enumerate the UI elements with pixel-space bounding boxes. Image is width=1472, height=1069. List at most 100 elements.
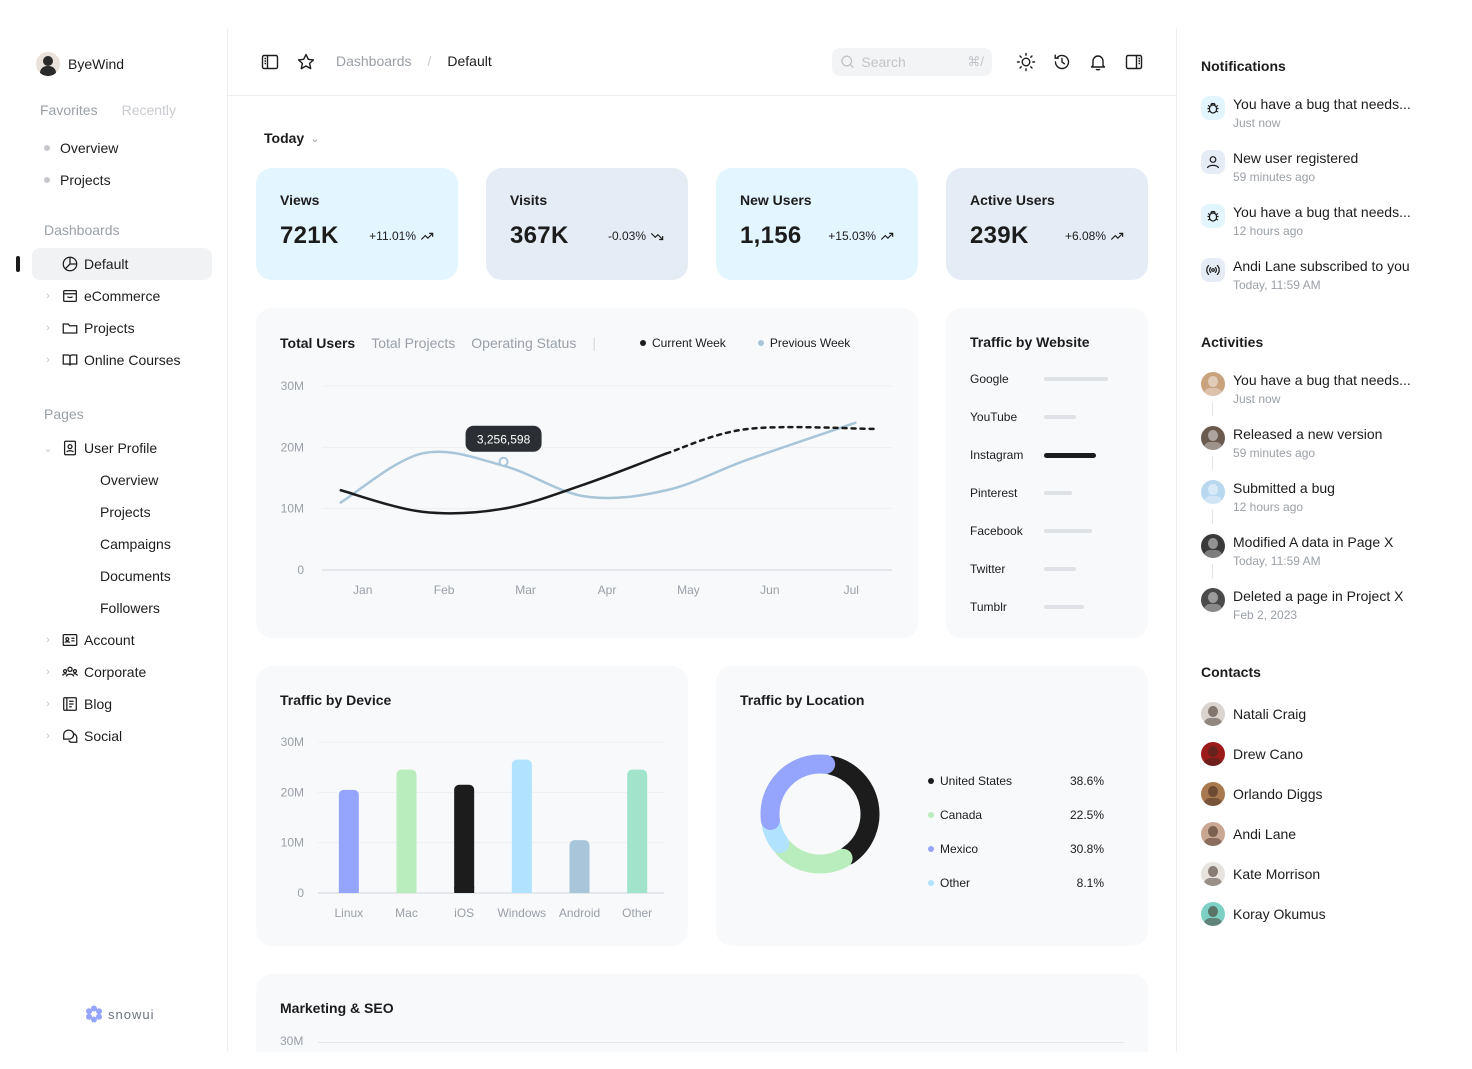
chevron-down-icon: ⌄ bbox=[43, 442, 53, 455]
folder-icon bbox=[60, 318, 80, 338]
sidebar-item-online-courses[interactable]: › Online Courses bbox=[32, 344, 212, 376]
sidebar-item-label: eCommerce bbox=[84, 288, 161, 304]
period-selector[interactable]: Today ⌄ bbox=[264, 130, 319, 146]
bar-linux[interactable] bbox=[338, 789, 359, 893]
sidebar-subitem-documents[interactable]: Documents bbox=[100, 568, 171, 584]
trend-up-icon bbox=[420, 232, 434, 240]
sidebar-item-label: User Profile bbox=[84, 440, 158, 456]
contact-item[interactable]: Kate Morrison bbox=[1201, 862, 1320, 886]
notification-item[interactable]: You have a bug that needs... Just now bbox=[1201, 96, 1441, 130]
donut-slice-united-states[interactable] bbox=[822, 755, 880, 865]
website-bar bbox=[1044, 415, 1076, 419]
activity-item[interactable]: Deleted a page in Project X Feb 2, 2023 bbox=[1201, 588, 1441, 622]
breadcrumb-dashboards[interactable]: Dashboards bbox=[336, 53, 412, 69]
x-axis-tick: Mar bbox=[515, 583, 536, 597]
bar-android[interactable] bbox=[569, 840, 590, 893]
bar-other[interactable] bbox=[627, 769, 648, 893]
bar-base bbox=[511, 887, 532, 893]
right-panel-toggle-icon[interactable] bbox=[1122, 50, 1146, 74]
legend-dot bbox=[757, 340, 764, 346]
book-open-icon bbox=[60, 350, 80, 370]
sidebar-subitem-projects[interactable]: Projects bbox=[100, 504, 151, 520]
sun-icon[interactable] bbox=[1014, 50, 1038, 74]
kpi-card-visits[interactable]: Visits 367K -0.03% bbox=[486, 168, 688, 280]
activity-item[interactable]: You have a bug that needs... Just now bbox=[1201, 372, 1441, 406]
tooltip-point[interactable] bbox=[498, 456, 509, 467]
sidebar-item-social[interactable]: › Social bbox=[32, 720, 212, 752]
bar-ios[interactable] bbox=[454, 784, 475, 893]
website-bar bbox=[1044, 491, 1072, 495]
notification-item[interactable]: Andi Lane subscribed to you Today, 11:59 … bbox=[1201, 258, 1441, 292]
total-users-card: Total Users Total Projects Operating Sta… bbox=[256, 308, 918, 638]
legend-dot bbox=[928, 812, 934, 818]
contact-item[interactable]: Andi Lane bbox=[1201, 822, 1296, 846]
website-label: Twitter bbox=[970, 562, 1006, 576]
notification-item[interactable]: You have a bug that needs... 12 hours ago bbox=[1201, 204, 1441, 238]
activity-item[interactable]: Modified A data in Page X Today, 11:59 AM bbox=[1201, 534, 1441, 568]
tab-total-users[interactable]: Total Users bbox=[280, 335, 356, 351]
contact-item[interactable]: Orlando Diggs bbox=[1201, 782, 1323, 806]
history-icon[interactable] bbox=[1050, 50, 1074, 74]
sidebar-subitem-followers[interactable]: Followers bbox=[100, 600, 160, 616]
tab-recently[interactable]: Recently bbox=[121, 102, 177, 118]
sidebar-item-user-profile[interactable]: ⌄ User Profile bbox=[32, 432, 212, 464]
bar-mac[interactable] bbox=[396, 769, 417, 893]
breadcrumb-default[interactable]: Default bbox=[447, 53, 492, 69]
card-title: Marketing & SEO bbox=[280, 1000, 394, 1016]
contact-item[interactable]: Koray Okumus bbox=[1201, 902, 1326, 926]
sidebar-item-blog[interactable]: › Blog bbox=[32, 688, 212, 720]
tab-operating-status[interactable]: Operating Status bbox=[471, 335, 577, 351]
timeline-connector bbox=[1212, 402, 1213, 416]
activity-time: Today, 11:59 AM bbox=[1233, 554, 1321, 568]
kpi-card-views[interactable]: Views 721K +11.01% bbox=[256, 168, 458, 280]
tab-total-projects[interactable]: Total Projects bbox=[371, 335, 456, 351]
sidebar-item-ecommerce[interactable]: › eCommerce bbox=[32, 280, 212, 312]
sidebar-item-account[interactable]: › Account bbox=[32, 624, 212, 656]
sidebar-item-label: Account bbox=[84, 632, 135, 648]
activity-time: Feb 2, 2023 bbox=[1233, 608, 1298, 622]
kpi-card-active-users[interactable]: Active Users 239K +6.08% bbox=[946, 168, 1148, 280]
favorite-item-projects[interactable]: Projects bbox=[44, 164, 118, 196]
search-input[interactable] bbox=[861, 54, 962, 70]
tab-favorites[interactable]: Favorites bbox=[40, 102, 98, 118]
favorite-item-overview[interactable]: Overview bbox=[44, 132, 118, 164]
favorite-label: Projects bbox=[60, 172, 111, 188]
location-name: United States bbox=[940, 774, 1013, 788]
activity-item[interactable]: Submitted a bug 12 hours ago bbox=[1201, 480, 1441, 514]
bar-base bbox=[627, 887, 648, 893]
location-pct: 38.6% bbox=[1069, 774, 1104, 788]
activity-item[interactable]: Released a new version 59 minutes ago bbox=[1201, 426, 1441, 460]
contact-item[interactable]: Drew Cano bbox=[1201, 742, 1303, 766]
notebook-icon bbox=[60, 694, 80, 714]
notification-item[interactable]: New user registered 59 minutes ago bbox=[1201, 150, 1441, 184]
contact-name: Drew Cano bbox=[1233, 746, 1304, 762]
sidebar-item-label: Projects bbox=[84, 320, 135, 336]
sidebar-item-corporate[interactable]: › Corporate bbox=[32, 656, 212, 688]
favorites-list: Overview Projects bbox=[44, 132, 118, 196]
website-label: Instagram bbox=[970, 448, 1024, 462]
sidebar-item-label: Default bbox=[84, 256, 129, 272]
sidebar-item-projects[interactable]: › Projects bbox=[32, 312, 212, 344]
bar-windows[interactable] bbox=[511, 759, 532, 893]
tooltip-bubble bbox=[465, 425, 542, 452]
kpi-change: +15.03% bbox=[828, 229, 876, 243]
avatar bbox=[1201, 534, 1225, 558]
brand[interactable]: ByeWind bbox=[36, 52, 124, 76]
star-icon[interactable] bbox=[294, 50, 318, 74]
sidebar-item-default[interactable]: Default bbox=[16, 248, 212, 280]
search-box[interactable]: ⌘/ bbox=[832, 48, 992, 76]
activity-text: Deleted a page in Project X bbox=[1233, 588, 1404, 604]
bell-icon[interactable] bbox=[1086, 50, 1110, 74]
sidebar-subitem-campaigns[interactable]: Campaigns bbox=[100, 536, 171, 552]
contact-item[interactable]: Natali Craig bbox=[1201, 702, 1306, 726]
sidebar-subitem-overview[interactable]: Overview bbox=[100, 472, 159, 488]
contacts-title: Contacts bbox=[1201, 664, 1261, 680]
donut-slice-mexico[interactable] bbox=[760, 754, 836, 830]
card-title: Traffic by Device bbox=[280, 692, 392, 708]
kpi-card-new-users[interactable]: New Users 1,156 +15.03% bbox=[716, 168, 918, 280]
y-axis-tick: 0 bbox=[297, 563, 304, 577]
timeline-connector bbox=[1212, 564, 1213, 578]
donut-slice-canada[interactable] bbox=[774, 838, 853, 874]
sidebar-toggle-icon[interactable] bbox=[258, 50, 282, 74]
users-group-icon bbox=[60, 662, 80, 682]
